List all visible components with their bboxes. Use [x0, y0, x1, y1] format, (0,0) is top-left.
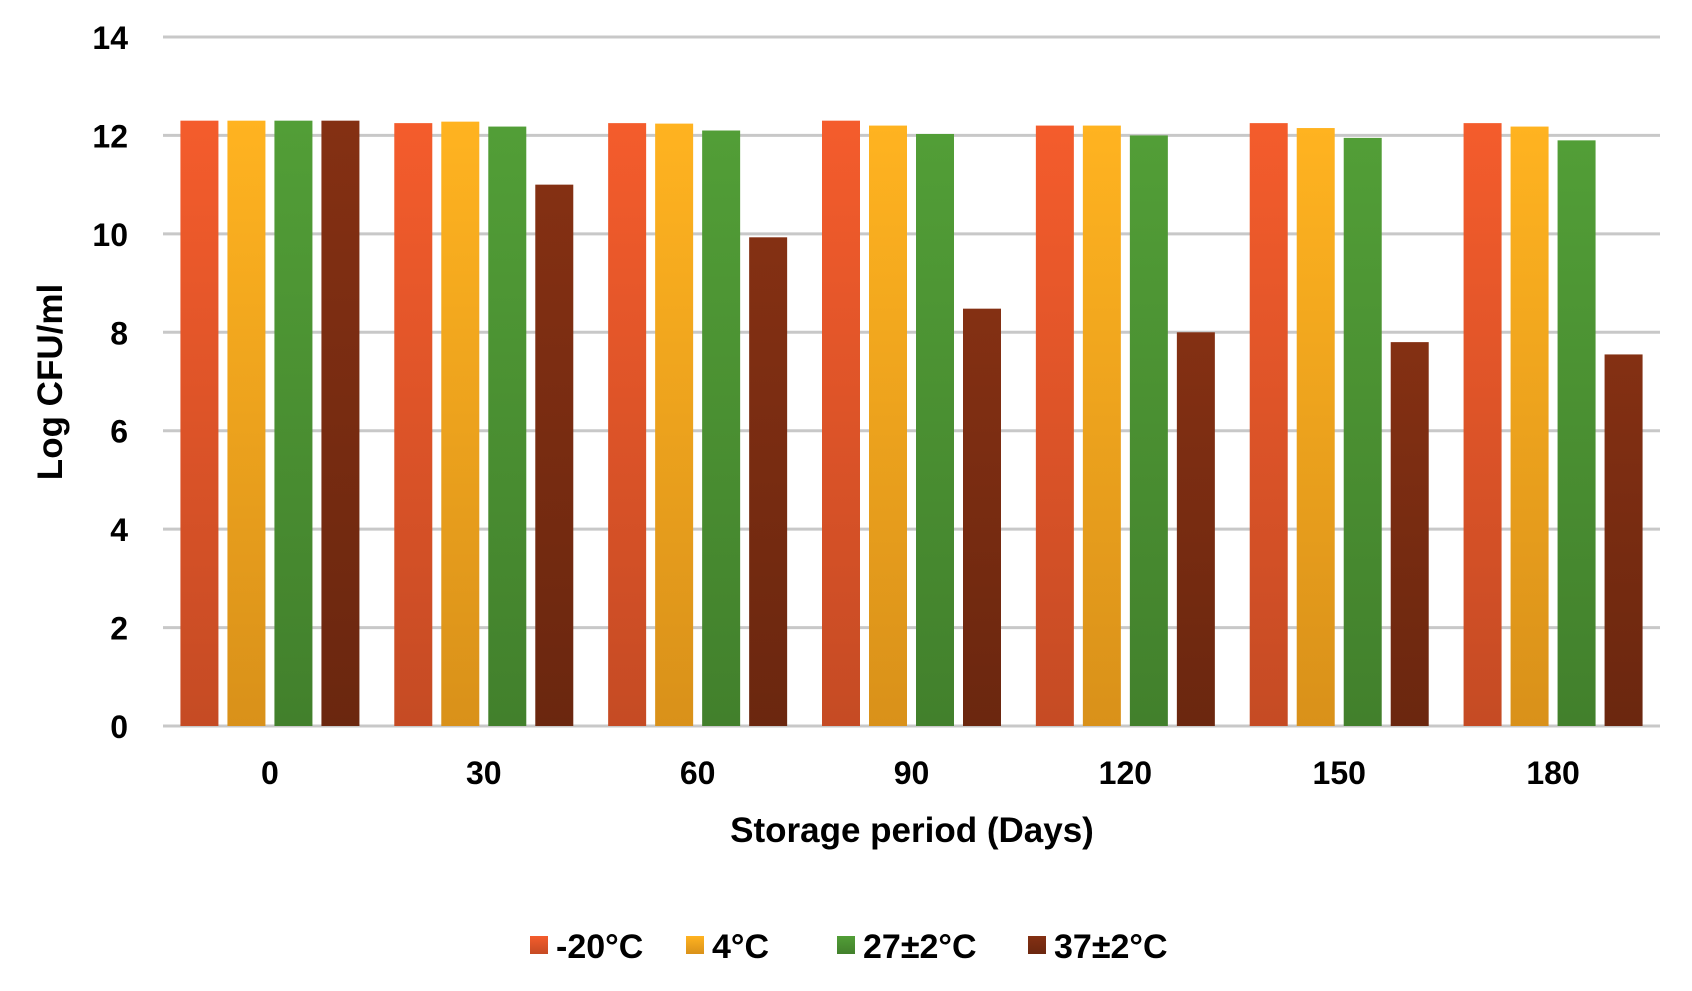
x-tick-label: 60	[680, 755, 716, 791]
bar-30-4°C	[441, 121, 480, 727]
bar-150-4°C	[1296, 128, 1335, 726]
x-tick-labels: 0 30 60 90 120 150 180	[261, 755, 1580, 791]
bar-60-4°C	[655, 123, 694, 727]
bar-60--20°C	[608, 123, 647, 726]
x-axis-label: Storage period (Days)	[730, 811, 1094, 850]
bar-180--20°C	[1463, 123, 1502, 726]
x-tick-label: 150	[1313, 755, 1366, 791]
bar-90-37±2°C	[963, 308, 1001, 726]
bar-0-37±2°C	[321, 120, 360, 726]
y-tick-label: 12	[92, 118, 128, 154]
x-tick-label: 90	[894, 755, 930, 791]
bar-180-4°C	[1510, 126, 1549, 726]
y-tick-label: 10	[92, 217, 128, 253]
legend-item: 37±2°C	[1028, 928, 1168, 966]
y-axis-label: Log CFU/ml	[31, 284, 70, 480]
legend-item: -20°C	[530, 928, 643, 966]
legend: -20°C 4°C 27±2°C 37±2°C	[530, 928, 1168, 966]
y-tick-label: 8	[110, 315, 128, 351]
legend-swatch	[837, 936, 855, 954]
x-tick-label: 0	[261, 755, 279, 791]
bar-0-27±2°C	[274, 120, 313, 726]
legend-item: 4°C	[686, 928, 769, 966]
bar-30-27±2°C	[488, 126, 527, 726]
y-tick-label: 4	[110, 512, 128, 548]
y-tick-label: 14	[92, 20, 128, 56]
bar-0--20°C	[180, 120, 219, 726]
bar-30--20°C	[394, 123, 433, 726]
y-tick-label: 0	[110, 709, 128, 745]
bar-90-4°C	[869, 125, 907, 727]
bar-120-4°C	[1082, 125, 1121, 727]
y-tick-label: 6	[110, 414, 128, 450]
bars	[180, 120, 1643, 727]
legend-swatch	[530, 936, 548, 954]
x-tick-label: 30	[466, 755, 502, 791]
bar-180-37±2°C	[1604, 354, 1643, 726]
bar-90--20°C	[822, 120, 860, 726]
x-tick-label: 120	[1099, 755, 1152, 791]
bar-180-27±2°C	[1557, 140, 1596, 727]
bar-60-37±2°C	[749, 237, 788, 727]
legend-label: 37±2°C	[1054, 928, 1168, 966]
bar-120-27±2°C	[1129, 135, 1168, 726]
bar-120-37±2°C	[1176, 332, 1215, 726]
y-tick-labels: 0 2 4 6 8 10 12 14	[92, 20, 128, 745]
bar-60-27±2°C	[702, 130, 741, 726]
legend-item: 27±2°C	[837, 928, 977, 966]
bar-150-37±2°C	[1390, 342, 1429, 726]
x-tick-label: 180	[1526, 755, 1579, 791]
y-tick-label: 2	[110, 611, 128, 647]
gridlines	[163, 35, 1660, 728]
bar-0-4°C	[227, 120, 266, 726]
legend-label: -20°C	[556, 928, 643, 966]
legend-label: 27±2°C	[863, 928, 977, 966]
bar-30-37±2°C	[535, 184, 574, 727]
bar-150--20°C	[1249, 123, 1288, 726]
bar-150-27±2°C	[1343, 137, 1382, 726]
legend-label: 4°C	[712, 928, 769, 966]
bar-90-27±2°C	[916, 133, 954, 726]
legend-swatch	[1028, 936, 1046, 954]
legend-swatch	[686, 936, 704, 954]
bar-120--20°C	[1035, 125, 1074, 727]
